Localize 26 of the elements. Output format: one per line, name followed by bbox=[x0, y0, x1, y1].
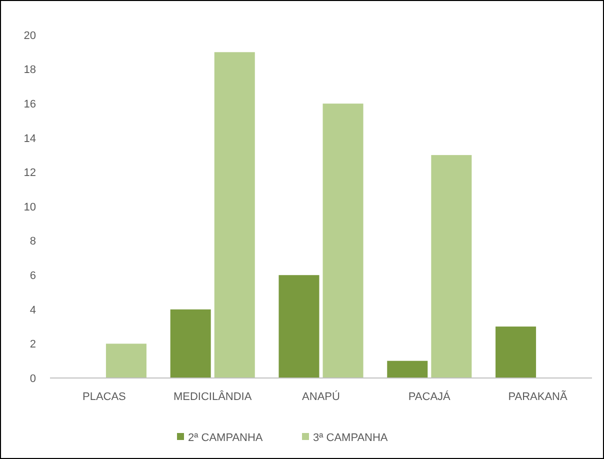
x-tick-label: MEDICILÂNDIA bbox=[173, 390, 252, 403]
y-tick-label: 16 bbox=[24, 98, 36, 110]
y-tick-label: 12 bbox=[24, 167, 36, 180]
y-tick-label: 0 bbox=[30, 372, 36, 385]
bar bbox=[106, 344, 146, 378]
bar bbox=[387, 360, 428, 378]
x-tick-label: ANAPÚ bbox=[302, 390, 340, 403]
y-tick-label: 10 bbox=[24, 201, 36, 214]
bar bbox=[496, 326, 536, 378]
y-tick-label: 20 bbox=[24, 30, 36, 42]
y-tick-label: 6 bbox=[30, 270, 36, 282]
x-tick-label: PLACAS bbox=[82, 391, 126, 403]
bar bbox=[278, 275, 320, 378]
y-tick-label: 2 bbox=[30, 338, 36, 351]
bar bbox=[431, 155, 472, 378]
x-tick-label: PARAKANÃ bbox=[508, 390, 568, 403]
y-tick-label: 14 bbox=[24, 132, 36, 145]
y-tick-label: 4 bbox=[30, 304, 36, 316]
bar bbox=[170, 309, 211, 378]
y-tick-label: 8 bbox=[30, 236, 36, 248]
x-tick-label: PACAJÁ bbox=[408, 390, 452, 403]
legend-label: 3ª CAMPANHA bbox=[313, 432, 388, 444]
bar bbox=[322, 104, 364, 378]
legend-label: 2ª CAMPANHA bbox=[188, 432, 264, 444]
bar bbox=[214, 52, 255, 378]
y-tick-label: 18 bbox=[24, 64, 36, 76]
